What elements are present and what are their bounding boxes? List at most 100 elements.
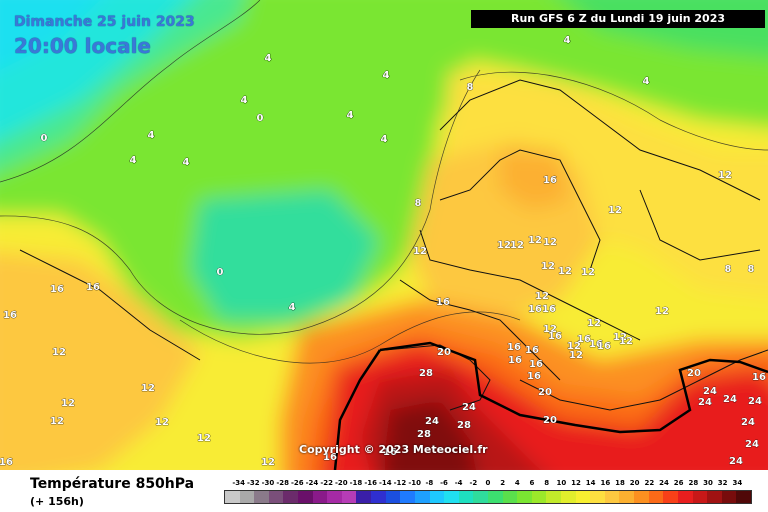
isotherm-value-label: 12 <box>510 240 524 251</box>
legend-tick: 12 <box>571 479 581 487</box>
legend-swatch <box>414 491 430 503</box>
legend-tick: 8 <box>544 479 550 487</box>
isotherm-value-label: 12 <box>50 416 64 427</box>
isotherm-value-label: 12 <box>497 240 511 251</box>
valid-time: 20:00 locale <box>14 34 151 58</box>
isotherm-value-label: 4 <box>183 157 190 168</box>
legend-swatch <box>604 491 620 503</box>
legend-swatch <box>487 491 503 503</box>
isotherm-value-label: 24 <box>698 397 712 408</box>
legend-swatch <box>502 491 518 503</box>
isotherm-value-label: 12 <box>61 398 75 409</box>
isotherm-value-label: 16 <box>528 304 542 315</box>
isotherm-value-label: 16 <box>597 341 611 352</box>
isotherm-value-label: 16 <box>525 345 539 356</box>
isotherm-value-label: 16 <box>508 355 522 366</box>
legend-swatch <box>692 491 708 503</box>
legend-tick: 26 <box>673 479 684 487</box>
legend-swatch <box>575 491 591 503</box>
isotherm-value-label: 12 <box>52 347 66 358</box>
legend-tick: 22 <box>644 479 655 487</box>
isotherm-value-label: 12 <box>587 318 601 329</box>
run-info-banner: Run GFS 6 Z du Lundi 19 juin 2023 <box>471 10 765 28</box>
legend-swatch <box>531 491 547 503</box>
legend-swatch <box>327 491 342 503</box>
isotherm-value-label: 28 <box>457 420 471 431</box>
isotherm-value-label: 24 <box>703 386 717 397</box>
legend-swatch <box>371 491 386 503</box>
legend-swatch <box>473 491 488 503</box>
isotherm-value-label: 4 <box>241 95 248 106</box>
isotherm-value-label: 20 <box>687 368 701 379</box>
legend-tick: 4 <box>514 479 520 487</box>
isotherm-value-label: 24 <box>741 417 755 428</box>
isotherm-value-label: 24 <box>425 416 439 427</box>
legend-tick: 28 <box>688 479 699 487</box>
isotherm-value-label: 4 <box>130 155 137 166</box>
legend-swatch <box>648 491 664 503</box>
isotherm-value-label: 4 <box>347 110 354 121</box>
isotherm-value-label: 20 <box>543 415 557 426</box>
copyright-notice: Copyright © 2023 Meteociel.fr <box>299 443 488 456</box>
legend-tick: -4 <box>454 479 463 487</box>
isotherm-value-label: 24 <box>745 439 759 450</box>
isotherm-value-label: 20 <box>538 387 552 398</box>
isotherm-value-label: 24 <box>723 394 737 405</box>
legend-swatch <box>677 491 693 503</box>
legend-tick: -22 <box>320 479 333 487</box>
isotherm-value-label: 12 <box>569 350 583 361</box>
isotherm-value-label: 16 <box>0 457 13 468</box>
isotherm-value-label: 12 <box>619 336 633 347</box>
isotherm-value-label: 4 <box>643 76 650 87</box>
legend-tick: 0 <box>485 479 491 487</box>
isotherm-value-label: 4 <box>289 302 296 313</box>
isotherm-value-label: 4 <box>148 130 155 141</box>
isotherm-value-label: 12 <box>413 246 427 257</box>
legend-swatch <box>590 491 605 503</box>
legend-tick: 24 <box>659 479 669 487</box>
isotherm-value-label: 12 <box>141 383 155 394</box>
isotherm-value-label: 16 <box>548 331 562 342</box>
isotherm-value-label: 28 <box>419 368 433 379</box>
isotherm-value-label: 8 <box>415 198 422 209</box>
isotherm-value-label: 16 <box>529 359 543 370</box>
isotherm-value-label: 0 <box>217 267 224 278</box>
isotherm-value-label: 16 <box>86 282 100 293</box>
legend-swatch <box>225 491 240 503</box>
legend-swatch <box>619 491 635 503</box>
legend-swatch <box>736 491 751 503</box>
isotherm-value-label: 12 <box>541 261 555 272</box>
legend-tick: -18 <box>349 479 363 487</box>
legend-tick: 32 <box>717 479 728 487</box>
isotherm-value-label: 4 <box>564 35 571 46</box>
legend-tick: -16 <box>364 479 377 487</box>
legend-swatch <box>283 491 299 503</box>
isotherm-lines <box>0 0 768 364</box>
legend-tick: 14 <box>585 479 596 487</box>
variable-title: Température 850hPa <box>30 476 195 492</box>
legend-swatch <box>356 491 372 503</box>
isotherm-value-label: 16 <box>383 447 397 458</box>
legend-swatch <box>444 491 459 503</box>
isotherm-value-label: 28 <box>417 429 431 440</box>
isotherm-value-label: 4 <box>383 70 390 81</box>
legend-tick: -30 <box>261 479 275 487</box>
isotherm-value-label: 12 <box>155 417 169 428</box>
isotherm-value-label: 24 <box>748 396 762 407</box>
legend-swatch <box>385 491 401 503</box>
legend-tick: 2 <box>500 479 506 487</box>
legend-tick: -28 <box>276 479 289 487</box>
legend-tick: 10 <box>556 479 567 487</box>
legend-swatch <box>341 491 357 503</box>
isotherm-value-label: 12 <box>261 457 275 468</box>
legend-tick: 16 <box>600 479 611 487</box>
legend-swatch <box>517 491 532 503</box>
isotherm-value-label: 16 <box>577 334 591 345</box>
coastlines <box>19 79 768 411</box>
isotherm-value-label: 16 <box>752 372 766 383</box>
isotherm-value-label: 12 <box>567 341 581 352</box>
isotherm-value-label: 4 <box>265 53 272 64</box>
color-legend <box>224 490 752 504</box>
